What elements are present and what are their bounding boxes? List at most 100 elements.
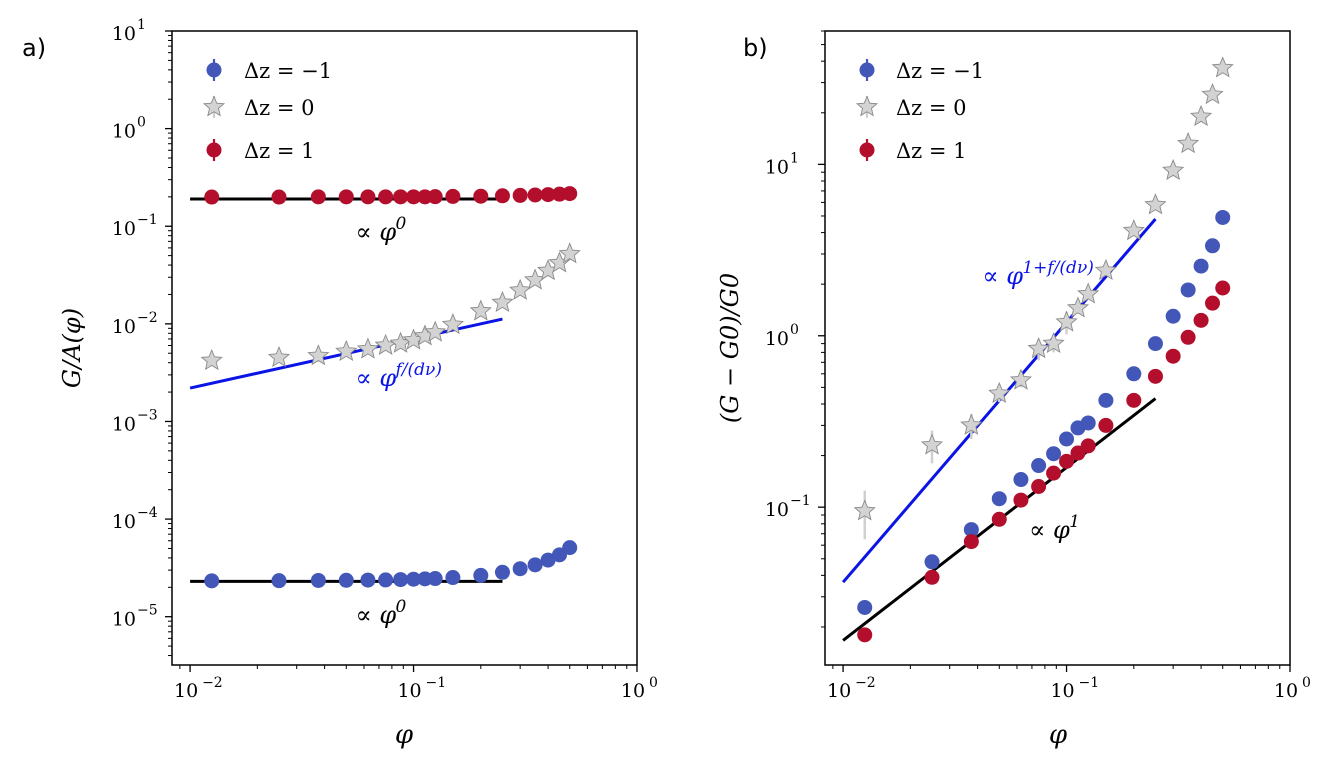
panel-a-legend-marker-dz-0 bbox=[202, 95, 226, 117]
panel-b-point-dz-minus1 bbox=[1193, 258, 1209, 274]
panel-b-point-dz-0 bbox=[1055, 310, 1078, 332]
panel-a-point-dz-plus1 bbox=[494, 188, 510, 204]
panel-b-point-dz-minus1 bbox=[1080, 415, 1096, 431]
panel-a-point-dz-plus1 bbox=[540, 187, 556, 203]
panel-a-y-tick-label: 10 bbox=[112, 218, 136, 240]
panel-b-point-dz-minus1 bbox=[1098, 392, 1114, 408]
panel-b-point-dz-0 bbox=[988, 381, 1011, 404]
panel-b-point-dz-plus1 bbox=[1126, 392, 1142, 408]
panel-a-point-dz-minus1 bbox=[427, 571, 443, 587]
panel-a-point-dz-plus1 bbox=[473, 188, 489, 204]
panel-a-y-tick-exponent: −5 bbox=[137, 603, 158, 619]
panel-a-legend-label-dz-minus1: Δz = −1 bbox=[244, 59, 332, 83]
panel-a-point-dz-0 bbox=[509, 278, 532, 300]
panel-a-legend-label-dz-0: Δz = 0 bbox=[244, 96, 315, 120]
panel-a-point-dz-0 bbox=[558, 242, 581, 264]
panel-a-y-tick-label: 10 bbox=[112, 511, 136, 533]
panel-a-legend-label-dz-plus1: Δz = 1 bbox=[244, 139, 315, 163]
panel-b-legend-marker-dz-minus1 bbox=[859, 62, 875, 78]
panel-b-point-dz-0 bbox=[1177, 132, 1200, 154]
panel-b-point-dz-minus1 bbox=[1205, 238, 1221, 254]
panel-a-point-dz-plus1 bbox=[406, 189, 422, 205]
panel-a: a) φ G/A(φ) 10 −2 10 −1 10 010 −510 −410 −310 −21… bbox=[22, 17, 658, 750]
panel-a-point-dz-minus1 bbox=[406, 571, 422, 587]
panel-a-legend-marker-dz-plus1 bbox=[206, 142, 222, 158]
panel-a-label: a) bbox=[22, 34, 46, 62]
panel-b-point-dz-0 bbox=[1077, 282, 1100, 304]
panel-b-point-dz-0 bbox=[1042, 331, 1065, 354]
panel-b-point-dz-minus1 bbox=[1059, 431, 1075, 447]
panel-b-point-dz-minus1 bbox=[1126, 366, 1142, 382]
panel-a-point-dz-0 bbox=[469, 299, 492, 321]
panel-b-y-tick-exponent: 1 bbox=[790, 150, 799, 166]
panel-a-fit-label-exponent-2: 0 bbox=[396, 597, 407, 617]
panel-b-point-dz-plus1 bbox=[1059, 453, 1075, 469]
panel-b-point-dz-plus1 bbox=[1080, 438, 1096, 454]
panel-b-fit-label-exponent-1: 1 bbox=[1069, 512, 1080, 532]
panel-b-point-dz-0 bbox=[1162, 158, 1185, 181]
panel-a-point-dz-plus1 bbox=[393, 189, 409, 205]
panel-a-point-dz-0 bbox=[335, 339, 358, 362]
panel-a-point-dz-0 bbox=[307, 344, 330, 366]
panel-b-x-tick-exponent: −1 bbox=[1079, 675, 1100, 691]
panel-a-fit-label-2: ∝ φ bbox=[356, 601, 397, 629]
panel-a-point-dz-minus1 bbox=[540, 552, 556, 568]
panel-a-y-tick-exponent: 1 bbox=[137, 17, 146, 33]
panel-a-point-dz-minus1 bbox=[393, 572, 409, 588]
panel-b-point-dz-minus1 bbox=[1215, 209, 1231, 225]
panel-b-point-dz-minus1 bbox=[1165, 308, 1181, 324]
panel-b-point-dz-0 bbox=[960, 413, 983, 435]
panel-b-point-dz-plus1 bbox=[1098, 417, 1114, 433]
panel-b-label: b) bbox=[743, 34, 768, 62]
panel-b-x-tick-exponent: −2 bbox=[855, 675, 876, 691]
panel-a-fit-label-exponent-1: f/(dν) bbox=[394, 360, 443, 380]
panel-a-point-dz-plus1 bbox=[360, 189, 376, 205]
panel-a-point-dz-minus1 bbox=[360, 572, 376, 588]
panel-b-point-dz-plus1 bbox=[924, 569, 940, 585]
panel-a-ticks: 10 −2 10 −1 10 010 −510 −410 −310 −210 −110 010 1 bbox=[112, 17, 658, 702]
panel-b-point-dz-minus1 bbox=[1031, 458, 1047, 474]
panel-b-legend-marker-dz-plus1 bbox=[859, 142, 875, 158]
panel-a-point-dz-minus1 bbox=[378, 572, 394, 588]
panel-b-point-dz-0 bbox=[1122, 219, 1145, 241]
panel-b-x-tick-label: 10 bbox=[1050, 680, 1074, 702]
panel-b-point-dz-minus1 bbox=[963, 522, 979, 538]
panel-b-y-tick-label: 10 bbox=[765, 328, 789, 350]
panel-a-y-tick-label: 10 bbox=[112, 316, 136, 338]
panel-b-point-dz-0 bbox=[1201, 83, 1224, 105]
panel-b-y-tick-exponent: 0 bbox=[790, 322, 799, 338]
panel-a-xlabel: φ bbox=[395, 720, 414, 750]
panel-a-x-tick-exponent: −1 bbox=[426, 675, 447, 691]
panel-a-fit-label-0: ∝ φ bbox=[356, 218, 397, 246]
panel-b-y-tick-exponent: −1 bbox=[790, 493, 811, 509]
panel-a-y-tick-label: 10 bbox=[112, 23, 136, 45]
panel-b-fit-label-0: ∝ φ bbox=[982, 262, 1023, 290]
panel-b-point-dz-minus1 bbox=[1013, 472, 1029, 488]
panel-a-point-dz-0 bbox=[356, 337, 380, 359]
panel-b-legend-label-dz-0: Δz = 0 bbox=[896, 96, 967, 120]
panel-b-point-dz-plus1 bbox=[1215, 280, 1231, 296]
panel-a-point-dz-0 bbox=[441, 313, 464, 335]
panel-a-point-dz-0 bbox=[267, 346, 291, 368]
panel-b-point-dz-plus1 bbox=[1147, 368, 1163, 384]
panel-a-y-tick-label: 10 bbox=[112, 413, 136, 435]
panel-a-point-dz-minus1 bbox=[338, 572, 354, 588]
panel-a-point-dz-minus1 bbox=[494, 564, 510, 580]
panel-a-y-tick-exponent: −1 bbox=[137, 212, 158, 228]
panel-a-y-tick-exponent: −4 bbox=[137, 505, 158, 521]
panel-b-point-dz-0 bbox=[1027, 337, 1050, 359]
panel-b: b) φ (G − G0)/G0 10 −2 10 −1 10 010 −110 010 1 ∝… bbox=[716, 30, 1311, 750]
panel-a-fit-label-1: ∝ φ bbox=[356, 364, 397, 392]
panel-a-point-dz-plus1 bbox=[512, 187, 528, 203]
panel-a-fit-label-exponent-0: 0 bbox=[396, 214, 407, 234]
panel-a-point-dz-plus1 bbox=[427, 189, 443, 205]
panel-b-point-dz-0 bbox=[1211, 56, 1234, 78]
panel-b-point-dz-0 bbox=[1144, 193, 1167, 215]
panel-b-x-tick-exponent: 0 bbox=[1302, 675, 1311, 691]
panel-a-x-tick-exponent: −2 bbox=[202, 675, 223, 691]
panel-a-point-dz-plus1 bbox=[271, 189, 287, 205]
panel-a-x-tick-label: 10 bbox=[174, 680, 198, 702]
panel-a-y-tick-label: 10 bbox=[112, 609, 136, 631]
